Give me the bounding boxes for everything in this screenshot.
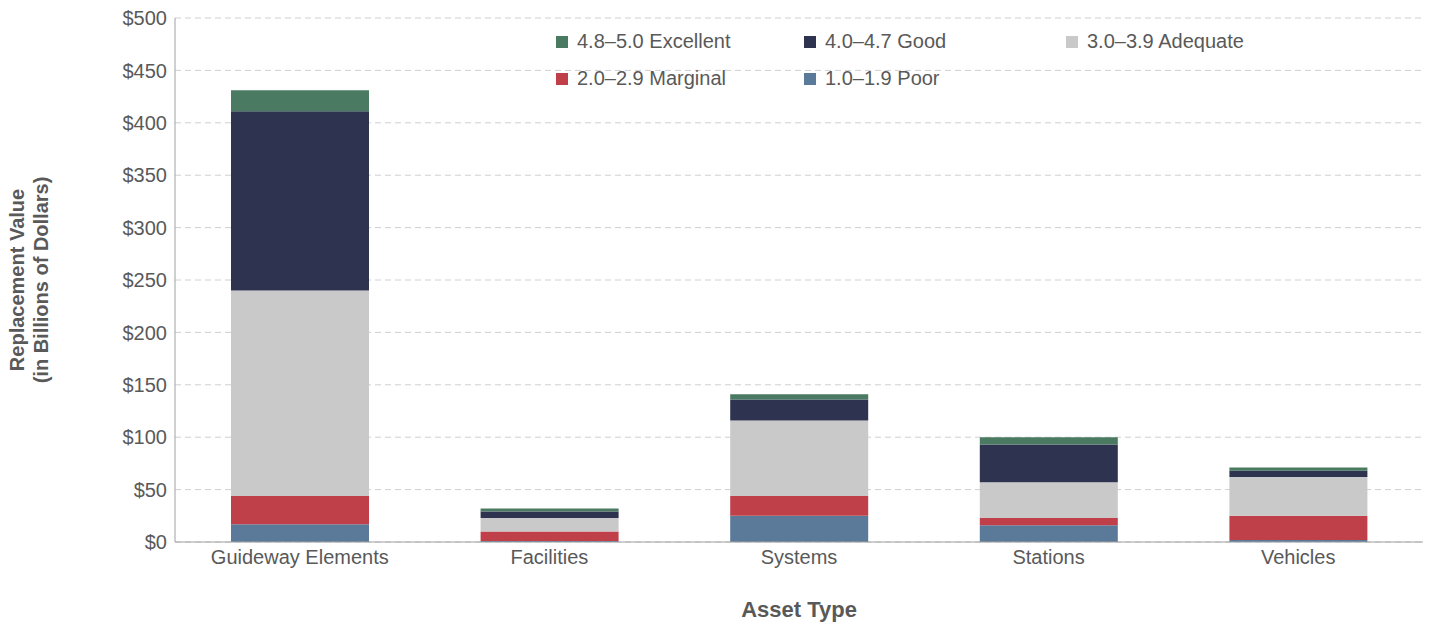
svg-text:$500: $500 (123, 8, 168, 29)
svg-text:$350: $350 (123, 164, 168, 186)
svg-text:$450: $450 (123, 60, 168, 82)
svg-text:$0: $0 (145, 531, 167, 553)
html-text:2.0–2.9 Marginal: 2.0–2.9 Marginal (577, 67, 726, 89)
html-text:4.8–5.0 Excellent: 4.8–5.0 Excellent (577, 30, 731, 52)
html-text:4.0–4.7 Good: 4.0–4.7 Good (825, 30, 947, 52)
svg-text:$300: $300 (123, 217, 168, 239)
html-text:3.0–3.9 Adequate: 3.0–3.9 Adequate (1087, 30, 1244, 52)
svg-text:Replacement Value(in Billions: Replacement Value(in Billions of Dollars… (8, 177, 52, 384)
svg-text:Facilities: Facilities (511, 546, 589, 568)
svg-text:Systems: Systems (761, 546, 838, 568)
svg-text:Asset Type: Asset Type (741, 597, 857, 622)
svg-text:$150: $150 (123, 374, 168, 396)
svg-text:$50: $50 (134, 479, 167, 501)
svg-text:Stations: Stations (1012, 546, 1084, 568)
html-text:1.0–1.9 Poor: 1.0–1.9 Poor (825, 67, 940, 89)
svg-text:$200: $200 (123, 322, 168, 344)
svg-text:Guideway Elements: Guideway Elements (211, 546, 389, 568)
svg-text:$250: $250 (123, 269, 168, 291)
svg-text:Vehicles: Vehicles (1261, 546, 1336, 568)
svg-text:$100: $100 (123, 426, 168, 448)
svg-text:$400: $400 (123, 112, 168, 134)
